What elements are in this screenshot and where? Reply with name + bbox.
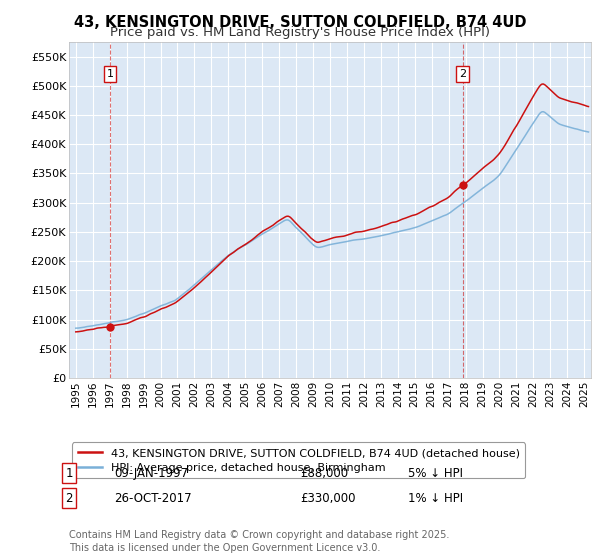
Text: £88,000: £88,000 bbox=[300, 466, 348, 480]
Text: 1: 1 bbox=[65, 466, 73, 480]
Text: 1: 1 bbox=[107, 69, 113, 79]
Text: 26-OCT-2017: 26-OCT-2017 bbox=[114, 492, 191, 505]
Text: 1% ↓ HPI: 1% ↓ HPI bbox=[408, 492, 463, 505]
Text: 2: 2 bbox=[65, 492, 73, 505]
Text: 2: 2 bbox=[459, 69, 466, 79]
Text: £330,000: £330,000 bbox=[300, 492, 355, 505]
Text: 5% ↓ HPI: 5% ↓ HPI bbox=[408, 466, 463, 480]
Legend: 43, KENSINGTON DRIVE, SUTTON COLDFIELD, B74 4UD (detached house), HPI: Average p: 43, KENSINGTON DRIVE, SUTTON COLDFIELD, … bbox=[72, 442, 526, 478]
Text: Price paid vs. HM Land Registry's House Price Index (HPI): Price paid vs. HM Land Registry's House … bbox=[110, 26, 490, 39]
Text: 43, KENSINGTON DRIVE, SUTTON COLDFIELD, B74 4UD: 43, KENSINGTON DRIVE, SUTTON COLDFIELD, … bbox=[74, 15, 526, 30]
Text: Contains HM Land Registry data © Crown copyright and database right 2025.
This d: Contains HM Land Registry data © Crown c… bbox=[69, 530, 449, 553]
Text: 09-JAN-1997: 09-JAN-1997 bbox=[114, 466, 188, 480]
